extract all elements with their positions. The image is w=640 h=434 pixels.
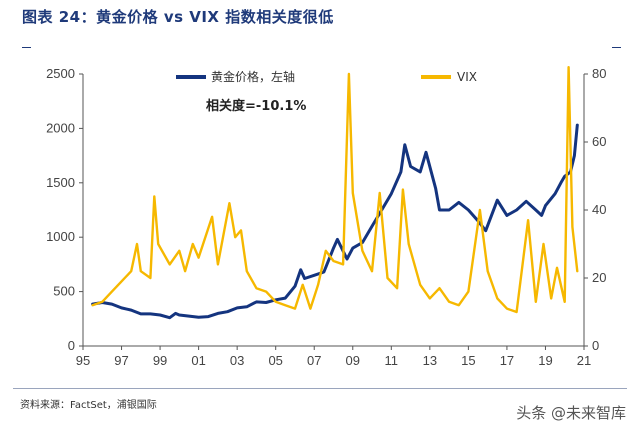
vix-line <box>91 66 579 314</box>
legend-gold-label: 黄金价格，左轴 <box>211 69 295 84</box>
y-left-tick-label: 2500 <box>46 66 75 81</box>
gold-price-line <box>91 123 579 320</box>
y-right-tick-label: 60 <box>592 134 606 149</box>
y-right-tick-label: 80 <box>592 66 606 81</box>
x-tick-label: 09 <box>346 353 360 368</box>
x-tick-label: 01 <box>191 353 205 368</box>
chart-area: 0 500 1000 1500 2000 2500 0 20 40 60 80 95 97 99 01 03 0… <box>13 61 627 373</box>
x-tick-label: 03 <box>230 353 244 368</box>
legend-vix-label: VIX <box>457 70 477 84</box>
y-left-tick-label: 1000 <box>46 229 75 244</box>
x-tick-label: 97 <box>114 353 128 368</box>
x-tick-label: 99 <box>153 353 167 368</box>
y-left-tick-label: 0 <box>68 338 75 353</box>
x-tick-label: 15 <box>461 353 475 368</box>
y-left-tick-label: 2000 <box>46 120 75 135</box>
y-right-tick-label: 40 <box>592 202 606 217</box>
x-tick-label: 17 <box>500 353 514 368</box>
x-tick-label: 19 <box>538 353 552 368</box>
x-tick-label: 21 <box>577 353 591 368</box>
watermark: 头条 @未来智库 <box>516 404 626 422</box>
y-left-tick-label: 500 <box>53 284 75 299</box>
header-rule-right <box>612 47 621 48</box>
figure-title: 图表 24：黄金价格 vs VIX 指数相关度很低 <box>22 8 334 26</box>
x-tick-label: 07 <box>307 353 321 368</box>
y-left-tick-label: 1500 <box>46 175 75 190</box>
correlation-annotation: 相关度=-10.1% <box>206 98 306 114</box>
x-tick-label: 05 <box>268 353 282 368</box>
x-tick-label: 95 <box>76 353 90 368</box>
x-tick-label: 13 <box>423 353 437 368</box>
footer-rule <box>13 388 627 389</box>
header-rule-left <box>22 47 31 48</box>
y-right-tick-label: 0 <box>592 338 599 353</box>
gold-vix-chart: 0 500 1000 1500 2000 2500 0 20 40 60 80 95 97 99 01 03 0… <box>46 66 606 368</box>
source-note: 资料来源：FactSet，浦银国际 <box>20 400 157 411</box>
x-tick-label: 11 <box>385 353 399 368</box>
y-right-tick-label: 20 <box>592 270 606 285</box>
